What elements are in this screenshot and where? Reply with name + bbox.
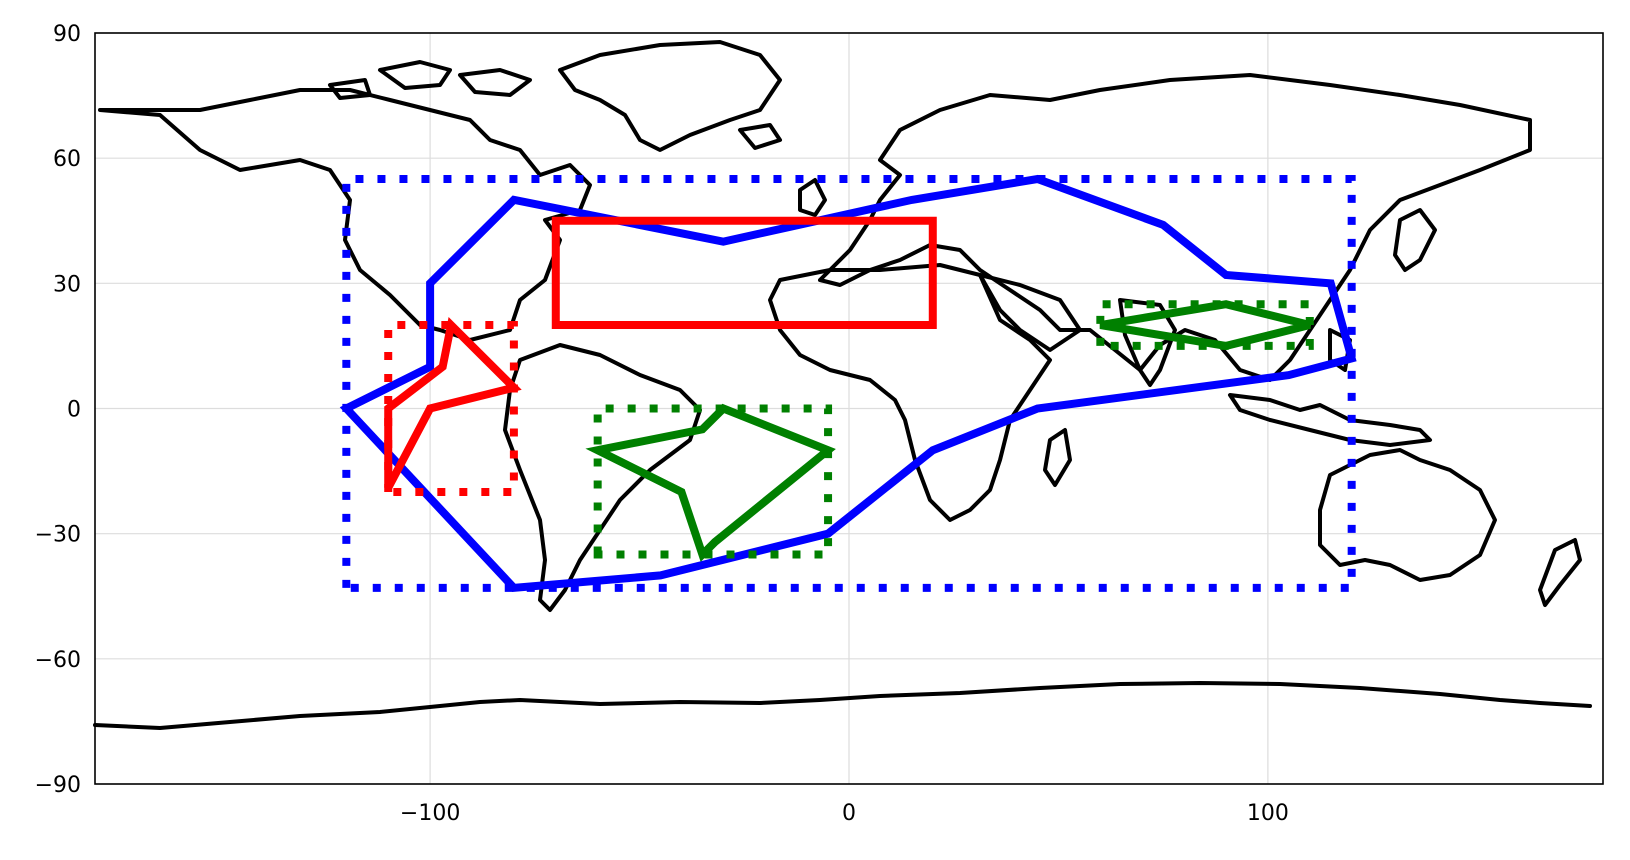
coastline-greenland: [558, 40, 782, 152]
coastline-africa: [768, 263, 1052, 522]
region-green-polygon-asia: [1099, 300, 1311, 350]
coastline-eurasia: [818, 73, 1532, 382]
y-tick-label: 60: [53, 147, 81, 172]
coastline-north-america: [98, 88, 592, 342]
coastline-australia: [1318, 448, 1497, 582]
region-red-polygon: [384, 316, 522, 490]
coastline-india: [1118, 298, 1177, 387]
y-tick-label: −90: [35, 773, 81, 798]
x-tick-label: 0: [842, 801, 856, 826]
coastline-british-isles: [738, 123, 827, 217]
y-tick-label: 0: [67, 398, 81, 423]
coastline-canadian-islands: [328, 60, 532, 100]
region-green-polygon-south-america: [585, 403, 836, 562]
y-tick-label: 90: [53, 22, 81, 47]
coastline-new-zealand: [1538, 538, 1582, 607]
region-red-bbox: [384, 321, 518, 496]
region-red-rectangle: [551, 216, 937, 330]
region-green-bbox-asia: [1096, 300, 1314, 350]
coastline-madagascar: [1043, 428, 1072, 487]
x-tick-label: −100: [400, 801, 460, 826]
coastline-southeast-asia: [1228, 328, 1432, 447]
region-green-bbox-south-america: [593, 404, 833, 559]
tick-labels: −100 0 100 90 60 30 0 −30 −60 −90: [35, 22, 1289, 826]
y-tick-label: −60: [35, 648, 81, 673]
y-tick-label: −30: [35, 523, 81, 548]
grid-lines: [95, 32, 1603, 785]
x-tick-label: 100: [1247, 801, 1289, 826]
region-blue-bbox: [342, 175, 1356, 592]
axes-frame: [94, 32, 1604, 785]
coastline-arabia: [978, 273, 1082, 352]
y-tick-label: 30: [53, 272, 81, 297]
region-blue-polygon: [339, 174, 1357, 593]
coastline-japan: [1393, 208, 1437, 272]
regions: [339, 174, 1357, 593]
coastlines: [93, 40, 1592, 730]
coastline-south-america: [503, 343, 702, 612]
coastline-antarctica: [93, 681, 1592, 730]
